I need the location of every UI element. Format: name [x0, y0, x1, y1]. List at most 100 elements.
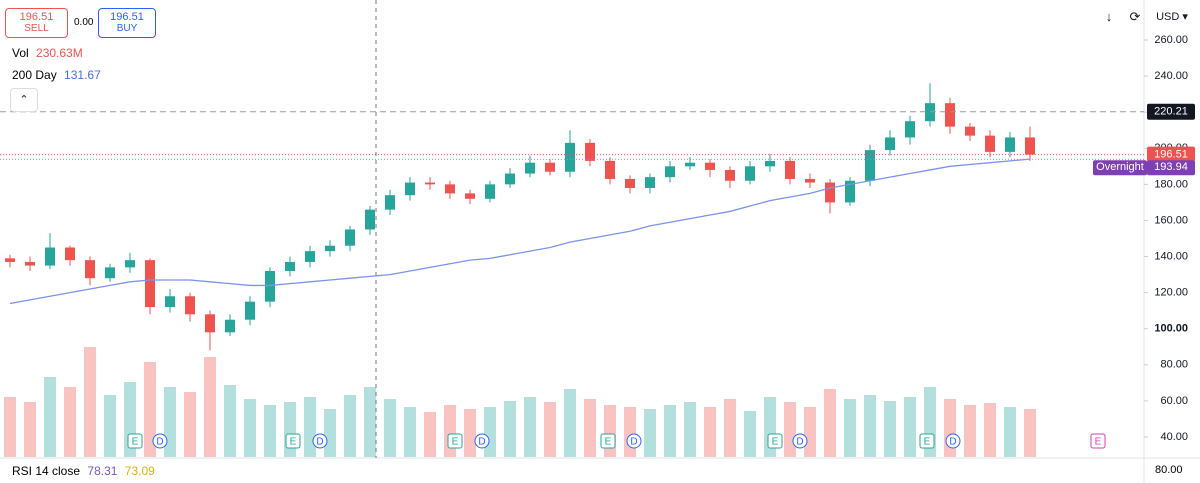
- buy-label: BUY: [116, 23, 138, 34]
- buy-button[interactable]: 196.51 BUY: [98, 8, 156, 38]
- volume-bar: [104, 395, 116, 457]
- volume-bar: [364, 387, 376, 457]
- volume-bar: [704, 407, 716, 457]
- y-tick-label: 80.00: [1160, 359, 1188, 371]
- candle-body: [885, 137, 895, 151]
- y-tick-label: 120.00: [1154, 287, 1188, 299]
- event-icon: [600, 433, 616, 449]
- candle-body: [305, 251, 315, 262]
- y-tick-label: 260.00: [1154, 34, 1188, 46]
- overnight-price-label: 193.94: [1154, 161, 1188, 173]
- volume-bar: [444, 405, 456, 457]
- volume-bar: [604, 405, 616, 457]
- candle-body: [865, 150, 875, 181]
- volume-bar: [664, 405, 676, 457]
- spread: 0.00: [74, 17, 94, 28]
- volume-bar: [224, 385, 236, 457]
- event-label: D: [156, 437, 163, 448]
- sell-button[interactable]: 196.51 SELL: [5, 8, 68, 38]
- candle-body: [685, 162, 695, 167]
- event-label: D: [796, 437, 803, 448]
- candle-body: [665, 166, 675, 178]
- currency: USD: [1156, 11, 1180, 23]
- volume-bar: [24, 402, 36, 457]
- event-label: E: [772, 437, 779, 448]
- volume-bar: [564, 389, 576, 457]
- candle-body: [725, 169, 735, 181]
- event-label: D: [478, 437, 485, 448]
- rsi-tick: 80.00: [1155, 464, 1183, 476]
- candle-body: [1025, 137, 1035, 155]
- volume-bar: [544, 402, 556, 457]
- volume-bar: [384, 399, 396, 457]
- rsi-label: RSI 14 close: [12, 464, 81, 478]
- candle-body: [1005, 137, 1015, 152]
- event-label: D: [630, 437, 637, 448]
- candle-body: [785, 160, 795, 179]
- candle-body: [985, 135, 995, 152]
- event-label: D: [949, 437, 956, 448]
- download-button[interactable]: ↓: [1105, 9, 1113, 24]
- event-icon: [447, 433, 463, 449]
- volume-bar: [1024, 409, 1036, 457]
- candle-body: [325, 245, 335, 252]
- collapse-button[interactable]: ⌃: [10, 88, 38, 112]
- event-label: E: [605, 437, 612, 448]
- overnight-tag-bg: [1093, 160, 1147, 176]
- volume-bar: [264, 405, 276, 457]
- volume-bar: [824, 389, 836, 457]
- last-price-bg: [1147, 146, 1195, 162]
- candle-body: [105, 267, 115, 279]
- event-label: E: [290, 437, 297, 448]
- candle-body: [765, 160, 775, 167]
- y-tick-label: 40.00: [1160, 431, 1188, 443]
- candle-body: [245, 301, 255, 320]
- volume-bar: [304, 397, 316, 457]
- event-label: D: [316, 437, 323, 448]
- ma-legend: 200 Day 131.67: [12, 68, 101, 82]
- candle-body: [645, 177, 655, 188]
- volume-bar: [984, 403, 996, 457]
- event-icon: [127, 433, 143, 449]
- volume-bar: [4, 397, 16, 457]
- event-label: E: [1095, 437, 1102, 448]
- y-tick-label: 60.00: [1160, 395, 1188, 407]
- volume-bar: [84, 347, 96, 457]
- volume-bar: [964, 405, 976, 457]
- volume-bar: [1004, 407, 1016, 457]
- candle-body: [345, 229, 355, 246]
- candle-body: [705, 162, 715, 170]
- candle-body: [845, 180, 855, 203]
- volume-bar: [904, 397, 916, 457]
- candle-body: [205, 314, 215, 333]
- currency-button[interactable]: USD ▾: [1156, 11, 1188, 23]
- volume-bar: [684, 402, 696, 457]
- candle-body: [25, 261, 35, 266]
- event-icon: [945, 433, 961, 449]
- volume-bar: [284, 402, 296, 457]
- volume-bar: [324, 409, 336, 457]
- volume-bar: [184, 392, 196, 457]
- candle-body: [465, 193, 475, 199]
- volume-bar: [64, 387, 76, 457]
- high-label-bg: [1147, 103, 1195, 120]
- volume-bar: [584, 399, 596, 457]
- candle-body: [565, 142, 575, 172]
- candle-body: [5, 258, 15, 262]
- refresh-button[interactable]: ⟳: [1129, 9, 1141, 24]
- event-label: E: [132, 437, 139, 448]
- volume-bar: [144, 362, 156, 457]
- candle-body: [485, 184, 495, 199]
- event-icon: [1090, 433, 1106, 449]
- volume-bar: [204, 357, 216, 457]
- volume-bar: [864, 395, 876, 457]
- event-icon: [767, 433, 783, 449]
- volume-bar: [884, 401, 896, 457]
- candle-body: [425, 182, 435, 185]
- event-label: E: [452, 437, 459, 448]
- candle-body: [545, 162, 555, 172]
- event-icon: [919, 433, 935, 449]
- overnight-tag: Overnight: [1096, 161, 1144, 173]
- volume-bar: [164, 387, 176, 457]
